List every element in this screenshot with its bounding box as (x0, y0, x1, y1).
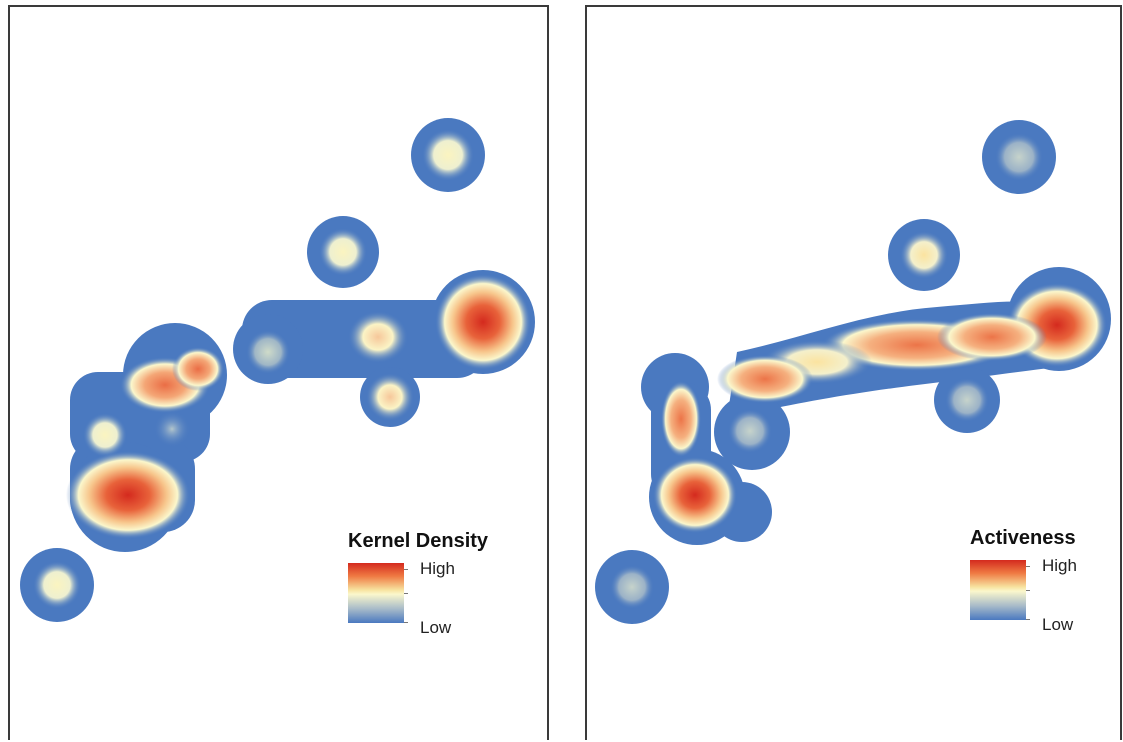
activeness-hotspots (610, 133, 1107, 609)
legend-high-label: High (420, 559, 455, 578)
mid-tick (404, 593, 408, 594)
activeness-surface (595, 120, 1111, 624)
density-hotspots (33, 129, 531, 609)
hotspot-far-south-west (610, 565, 654, 609)
high-tick (404, 569, 408, 570)
hotspot-central-lower (945, 378, 989, 422)
legend-low-label: Low (420, 618, 452, 637)
hotspot-north-east-isolated (995, 133, 1043, 181)
kernel-density-surface (20, 118, 535, 622)
hotspot-far-south-west (33, 561, 81, 609)
hotspot-north-central-isolated (319, 228, 367, 276)
hotspot-north-east-isolated (422, 129, 474, 181)
color-ramp (348, 563, 404, 623)
activeness-map: Activeness High Low (585, 5, 1122, 740)
legend-title: Activeness (970, 527, 1076, 549)
legend: Activeness High Low (970, 527, 1120, 637)
kernel-density-map: Kernel Density High Low (8, 5, 549, 740)
hotspot-south-west-peak (66, 451, 190, 539)
low-tick (1026, 619, 1030, 620)
legend-high-label: High (1042, 556, 1077, 575)
hotspot-west-lower (728, 409, 772, 453)
hotspot-west-middle (83, 413, 127, 457)
hotspot-central (246, 330, 290, 374)
low-tick (404, 622, 408, 623)
hotspot-west-upper (717, 355, 813, 403)
mid-tick (1026, 590, 1030, 591)
hotspot-west-middle (661, 381, 701, 457)
hotspot-east-peak (435, 274, 531, 370)
high-tick (1026, 566, 1030, 567)
hotspot-south-west-peak (653, 457, 737, 533)
hotspot-north-central-isolated (900, 231, 948, 279)
legend-title: Kernel Density (348, 530, 489, 552)
legend-low-label: Low (1042, 615, 1074, 634)
hotspot-central-east (348, 311, 408, 363)
hotspot-central-east-lower (366, 373, 414, 421)
color-ramp (970, 560, 1026, 620)
legend: Kernel Density High Low (348, 530, 538, 640)
